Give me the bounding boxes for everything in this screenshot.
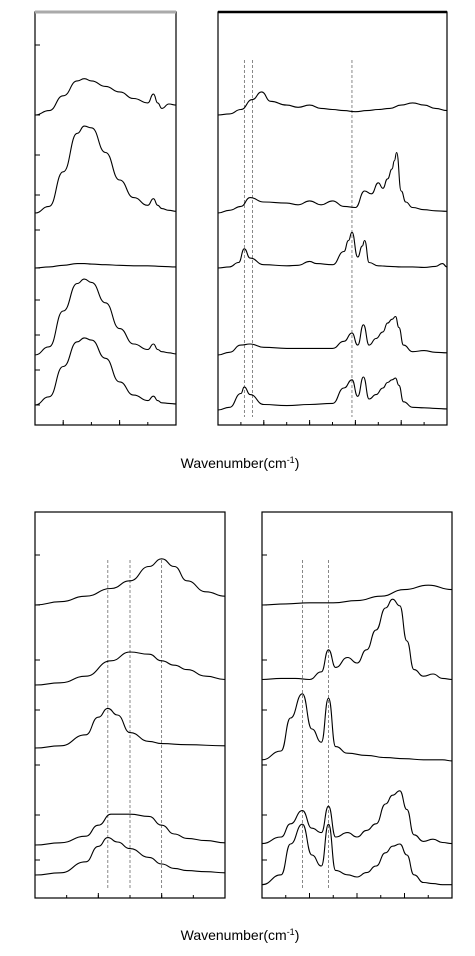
plot-frame [217, 11, 448, 426]
x-axis-title-top: Wavenumber(cm-1) [181, 455, 300, 471]
spectrum-a [261, 584, 453, 606]
spectrum-d [217, 315, 448, 356]
spectrum-e [34, 337, 177, 406]
chart-panel-top-left [34, 10, 177, 426]
spectrum-b [217, 151, 448, 214]
spectrum-d [261, 790, 453, 845]
spectrum-e [217, 376, 448, 411]
x-axis-title-bottom: Wavenumber(cm-1) [181, 927, 300, 943]
spectrum-d [34, 278, 177, 356]
paren: ) [295, 455, 300, 471]
spectrum-d [34, 813, 226, 846]
spectrum-a [217, 91, 448, 116]
paren: ) [295, 927, 300, 943]
superscript: -1 [287, 927, 295, 937]
chart-panel-bottom-left [34, 511, 226, 899]
plot-frame [34, 11, 177, 426]
spectrum-e [34, 837, 226, 876]
spectrum-b [261, 598, 453, 681]
spectrum-c [34, 707, 226, 749]
spectrum-b [34, 651, 226, 686]
spectrum-e [261, 823, 452, 886]
plot-frame [261, 511, 453, 899]
spectrum-c [34, 263, 177, 269]
spectrum-a [34, 558, 226, 606]
chart-panel-top-right [217, 10, 448, 426]
spectrum-c [217, 231, 448, 269]
spectrum-a [34, 78, 177, 116]
superscript: -1 [287, 455, 295, 465]
spectrum-c [261, 693, 453, 762]
chart-panel-bottom-right [261, 511, 453, 899]
spectrum-b [34, 125, 177, 214]
